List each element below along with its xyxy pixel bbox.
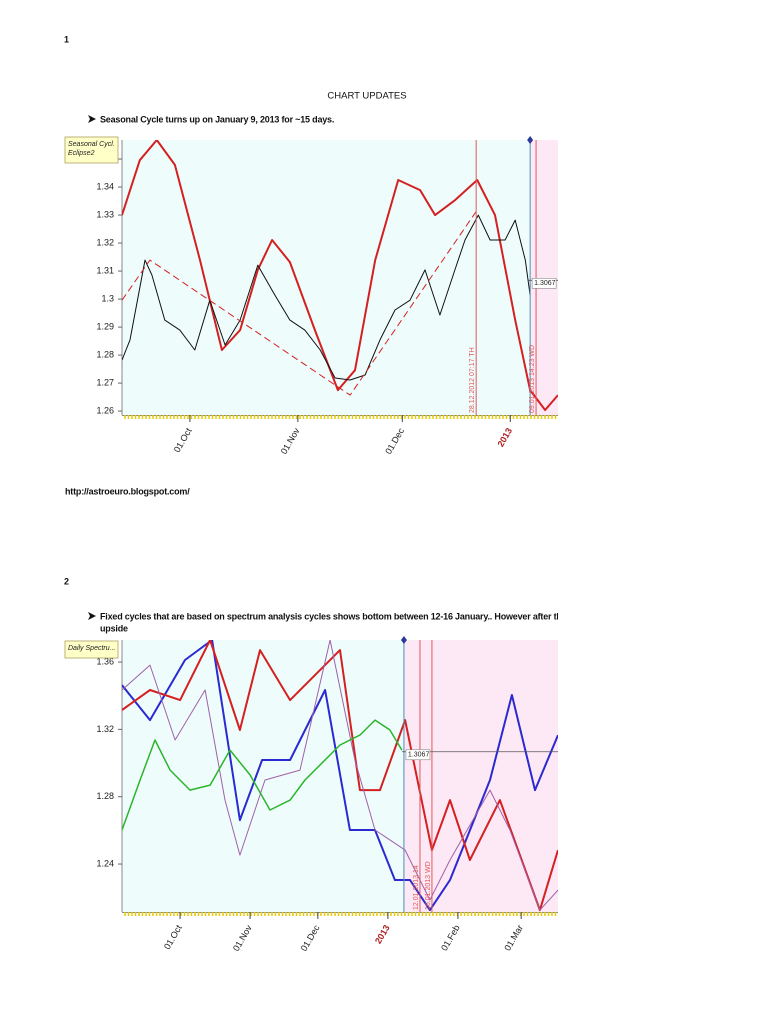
y-tick-label: 1.24 [96, 858, 114, 868]
series-line [122, 214, 531, 381]
bullet-arrow [88, 612, 96, 620]
price-tag-label: 1.3067 [408, 752, 430, 759]
series-group [122, 140, 558, 411]
bullet-text: Seasonal Cycle turns up on January 9, 20… [100, 114, 334, 124]
x-tick-label: 01.Oct [162, 923, 184, 951]
x-tick-label: 01.Dec [383, 426, 406, 456]
x-tick-label: 01.Nov [279, 426, 302, 456]
section-number: 1 [64, 34, 69, 44]
event-label: 28.12.2012 07:17 TH [469, 347, 476, 413]
series-line [122, 209, 478, 396]
bullet-clip: Fixed cycles that are based on spectrum … [100, 611, 562, 621]
price-tag-box [405, 749, 431, 761]
y-tick-label: 1.28 [96, 349, 114, 359]
link: http://astroeuro.blogspot.com/ [65, 486, 190, 496]
y-tick-label: 1.33 [96, 209, 114, 219]
event-label: 16.01.2013 WD [425, 861, 432, 910]
forecast-marker [400, 636, 407, 644]
bullet-text: upside [100, 623, 128, 633]
plot-background [122, 140, 558, 415]
bullet-text: Fixed cycles that are based on spectrum … [100, 611, 562, 621]
series-line [122, 640, 558, 912]
y-tick-label: 1.3 [101, 293, 114, 303]
y-tick-label: 1.27 [96, 377, 114, 387]
y-tick-label: 1.31 [96, 265, 114, 275]
price-tag-label: 1.3067 [534, 280, 556, 287]
x-tick-label: 2013 [495, 426, 514, 448]
y-tick-label: 1.28 [96, 791, 114, 801]
event-label: 09.01.2013 14:23 WD [529, 345, 536, 413]
legend-box [64, 136, 119, 164]
x-tick-label: 2013 [373, 923, 392, 945]
x-tick-label: 01.Feb [439, 923, 462, 952]
event-label: 12.01.2013 14 [413, 865, 420, 910]
y-tick-label: 1.26 [96, 405, 114, 415]
y-tick-label: 1.34 [96, 181, 114, 191]
x-tick-label: 01.Nov [231, 923, 254, 953]
x-tick-label: 01.Mar [502, 923, 525, 952]
section-number: 2 [64, 576, 69, 586]
legend-box [64, 640, 119, 659]
x-tick-label: 01.Dec [299, 923, 322, 953]
heading: CHART UPDATES [327, 91, 406, 102]
forecast-marker [527, 136, 534, 144]
legend-text: Eclipse2 [68, 150, 95, 157]
bullet-arrow [88, 115, 96, 123]
y-tick-label: 1.36 [96, 656, 114, 666]
series-line [122, 719, 403, 831]
y-tick-label: 1.32 [96, 724, 114, 734]
series-line [122, 640, 558, 911]
x-tick-label: 01.Oct [172, 426, 194, 454]
price-tag-box [531, 278, 557, 289]
series-group [122, 640, 558, 912]
series-line [122, 140, 558, 411]
y-tick-label: 1.29 [96, 321, 114, 331]
y-tick-label: 1.32 [96, 237, 114, 247]
forecast-region [530, 140, 558, 415]
legend-text: Seasonal Cycl. [68, 141, 115, 148]
legend-text: Daily Spectru... [68, 645, 116, 652]
